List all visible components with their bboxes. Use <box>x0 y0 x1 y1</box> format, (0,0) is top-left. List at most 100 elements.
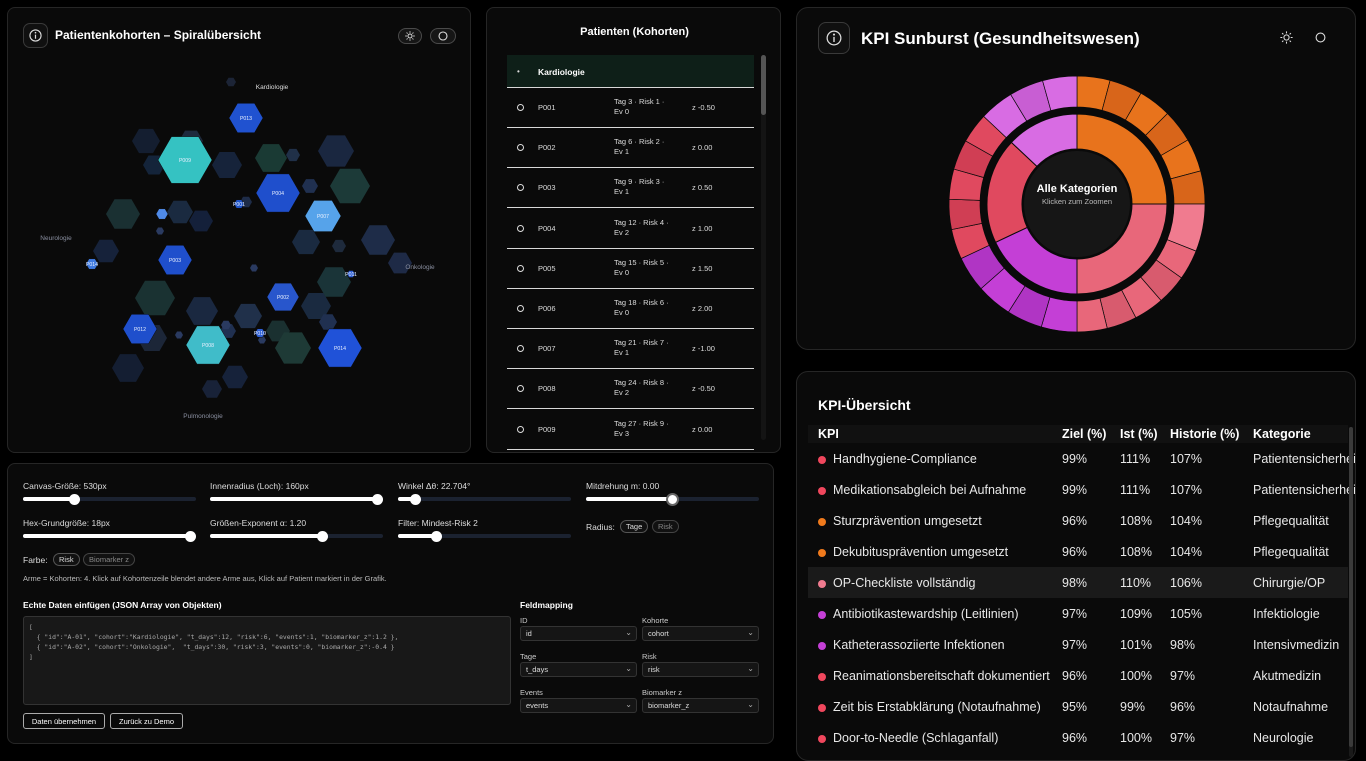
patient-row[interactable]: P006 Tag 18 · Risk 6 · Ev 0 z 2.00 <box>507 289 754 329</box>
circle-icon[interactable] <box>1315 32 1326 43</box>
patient-z: z 1.50 <box>692 263 713 273</box>
background-hex <box>302 179 318 193</box>
select-radio[interactable] <box>517 305 524 312</box>
patient-hex[interactable] <box>185 325 231 365</box>
center-hint: Klicken zum Zoomen <box>1041 197 1113 206</box>
patient-hex[interactable] <box>85 258 99 270</box>
kpi-name: OP-Checkliste vollständig <box>833 576 976 590</box>
patient-row[interactable]: P003 Tag 9 · Risk 3 · Ev 1 z 0.50 <box>507 168 754 209</box>
kpi-row[interactable]: Katheterassoziierte Infektionen 97% 101% 98… <box>808 629 1348 660</box>
patient-row[interactable]: P005 Tag 15 · Risk 5 · Ev 0 z 1.50 <box>507 249 754 289</box>
kpi-row[interactable]: Handhygiene-Compliance 99% 111% 107% Patient… <box>808 443 1355 474</box>
select-radio[interactable] <box>517 264 524 272</box>
sunburst-chart[interactable] <box>797 8 1356 350</box>
patient-hex[interactable] <box>346 270 356 278</box>
mapping-select[interactable]: risk ⌄ <box>642 662 759 677</box>
patient-row[interactable]: P009 Tag 27 · Risk 9 · Ev 3 z 0.00 <box>507 410 754 450</box>
background-hex <box>317 267 351 297</box>
kpi-kategorie: Akutmedizin <box>1253 669 1322 683</box>
kpi-row[interactable]: OP-Checkliste vollständig 98% 110% 106% Chir… <box>808 567 1348 598</box>
size-exponent-slider[interactable] <box>210 530 383 542</box>
patient-hex[interactable] <box>304 200 342 232</box>
patient-row[interactable]: P001 Tag 3 · Risk 1 · Ev 0 z -0.50 <box>507 88 754 128</box>
select-radio[interactable] <box>517 144 524 152</box>
patient-hex[interactable] <box>228 103 264 133</box>
min-risk-slider-thumb[interactable] <box>430 530 442 542</box>
sunburst-outer-segment[interactable] <box>1042 75 1078 112</box>
kpi-scrollbar[interactable] <box>1349 427 1353 757</box>
kpi-ist: 99% <box>1120 700 1146 714</box>
spiral-chart[interactable]: P001 P011 P010 P002 P003 P004 P007 P013 P014 P009… <box>8 8 471 453</box>
angle-step-slider-label: Winkel Δθ: 22.704° <box>398 481 471 491</box>
kpi-historie: 107% <box>1170 452 1202 466</box>
patient-hex[interactable] <box>157 136 213 184</box>
select-radio[interactable] <box>517 425 524 433</box>
inner-radius-slider-thumb[interactable] <box>372 493 384 505</box>
mapping-select[interactable]: events ⌄ <box>520 698 637 713</box>
cohort-row-kardiologie[interactable]: • Kardiologie <box>507 55 754 88</box>
sunburst-center-circle[interactable] <box>1022 149 1132 259</box>
patient-hex[interactable] <box>155 208 169 220</box>
mapping-select[interactable]: id ⌄ <box>520 626 637 641</box>
inner-radius-slider[interactable] <box>210 493 384 505</box>
kpi-row[interactable]: Reanimationsbereitschaft dokumentiert 96%… <box>808 660 1348 691</box>
scrollbar-thumb[interactable] <box>761 55 766 115</box>
canvas-size-slider[interactable] <box>23 493 196 505</box>
patient-hex[interactable] <box>233 199 245 209</box>
patient-info-line: Tag 27 · Risk 9 · <box>614 418 669 428</box>
background-hex <box>202 380 222 398</box>
sunburst-center[interactable]: Alle Kategorien Klicken zum Zoomen <box>1022 183 1132 206</box>
select-radio[interactable] <box>517 184 524 192</box>
kpi-ziel: 98% <box>1062 576 1088 590</box>
patient-hex[interactable] <box>255 173 301 213</box>
reset-demo-button[interactable]: Zurück zu Demo <box>110 713 183 729</box>
co-rotation-slider-thumb[interactable] <box>666 492 679 506</box>
list-scrollbar[interactable] <box>761 55 766 440</box>
patient-hex[interactable] <box>266 282 300 312</box>
patient-hex[interactable] <box>254 328 266 338</box>
kpi-ist: 101% <box>1120 638 1152 652</box>
patient-row[interactable]: P004 Tag 12 · Risk 4 · Ev 2 z 1.00 <box>507 209 754 249</box>
sun-icon[interactable] <box>1280 31 1293 44</box>
radius-option-tage[interactable]: Tage <box>620 520 649 533</box>
hex-size-slider-thumb[interactable] <box>185 530 197 542</box>
color-option-risk[interactable]: Risk <box>53 553 80 566</box>
patient-hex[interactable] <box>157 245 193 275</box>
angle-step-slider-thumb[interactable] <box>409 493 421 505</box>
background-hex <box>318 135 354 167</box>
json-textarea[interactable]: [ { "id":"A-01", "cohort":"Kardiologie",… <box>23 616 511 705</box>
apply-data-button[interactable]: Daten übernehmen <box>23 713 105 729</box>
select-radio[interactable] <box>517 385 524 393</box>
patient-hex[interactable] <box>122 314 158 344</box>
angle-step-slider[interactable] <box>398 493 571 505</box>
patient-row[interactable]: P002 Tag 6 · Risk 2 · Ev 1 z 0.00 <box>507 128 754 169</box>
size-exponent-slider-thumb[interactable] <box>316 530 328 542</box>
patient-hex[interactable] <box>317 328 363 368</box>
info-button[interactable] <box>23 23 48 48</box>
kpi-row[interactable]: Door-to-Needle (Schlaganfall) 96% 100% 97% N… <box>808 722 1348 753</box>
radius-option-risk[interactable]: Risk <box>652 520 679 533</box>
mapping-select[interactable]: t_days ⌄ <box>520 662 637 677</box>
mapping-select[interactable]: biomarker_z ⌄ <box>642 698 759 713</box>
kpi-kategorie: Intensivmedizin <box>1253 638 1340 652</box>
canvas-size-slider-thumb[interactable] <box>69 493 81 505</box>
patient-row[interactable]: P008 Tag 24 · Risk 8 · Ev 2 z -0.50 <box>507 369 754 410</box>
kpi-row[interactable]: Sturzprävention umgesetzt 96% 108% 104% Pfle… <box>808 505 1348 536</box>
mode-toggle-button[interactable] <box>430 28 456 44</box>
hex-size-slider[interactable] <box>23 530 197 542</box>
color-option-biomarker[interactable]: Biomarker z <box>83 553 136 566</box>
info-button[interactable] <box>818 22 850 54</box>
kpi-row[interactable]: Medikationsabgleich bei Aufnahme 99% 111% 1… <box>808 474 1355 505</box>
min-risk-slider[interactable] <box>398 530 571 542</box>
theme-toggle-button[interactable] <box>398 28 422 44</box>
select-radio[interactable] <box>517 104 524 111</box>
select-radio[interactable] <box>517 224 524 232</box>
kpi-row[interactable]: Dekubitusprävention umgesetzt 96% 108% 104%… <box>808 536 1348 567</box>
co-rotation-slider[interactable] <box>586 492 759 506</box>
kpi-row[interactable]: Zeit bis Erstabklärung (Notaufnahme) 95% 9… <box>808 691 1348 722</box>
mapping-select[interactable]: cohort ⌄ <box>642 626 759 641</box>
select-radio[interactable] <box>517 345 524 353</box>
patient-row[interactable]: P007 Tag 21 · Risk 7 · Ev 1 z -1.00 <box>507 329 754 370</box>
scrollbar-thumb[interactable] <box>1349 427 1353 747</box>
kpi-row[interactable]: Antibiotikastewardship (Leitlinien) 97% 10… <box>808 598 1348 629</box>
